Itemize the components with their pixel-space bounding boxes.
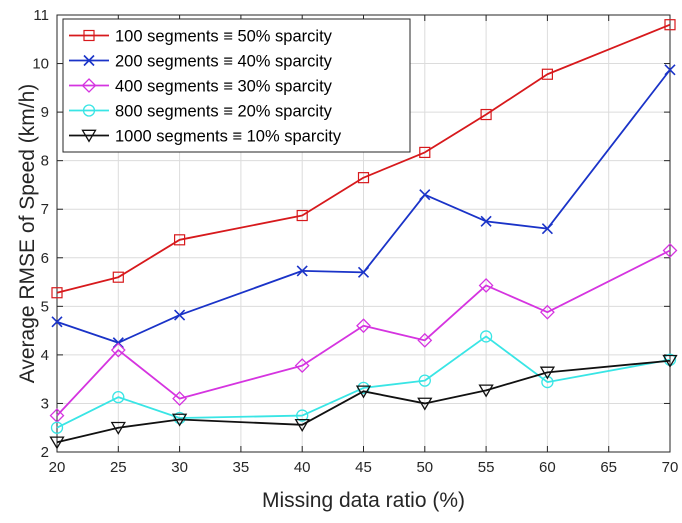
legend-marker <box>81 78 97 93</box>
data-point-marker <box>664 19 676 31</box>
data-point-marker <box>541 68 554 80</box>
legend-item: 1000 segments ≡ 10% sparcity <box>69 128 342 146</box>
data-point-marker <box>294 418 310 432</box>
data-point-marker <box>418 374 431 387</box>
data-point-marker <box>50 421 64 434</box>
series-1 <box>51 19 676 299</box>
y-tick-label: 6 <box>41 250 49 267</box>
legend-label: 400 segments ≡ 30% sparcity <box>115 78 333 96</box>
y-tick-label: 5 <box>41 298 49 315</box>
data-point-marker <box>296 209 308 222</box>
data-point-marker <box>173 411 186 425</box>
data-point-marker <box>172 391 188 407</box>
legend-item: 100 segments ≡ 50% sparcity <box>69 28 333 46</box>
x-tick-label: 25 <box>110 459 127 476</box>
y-tick-label: 11 <box>33 7 49 24</box>
x-tick-label: 65 <box>600 459 617 476</box>
data-point-marker <box>51 287 63 299</box>
x-tick-label: 50 <box>416 459 433 476</box>
data-point-marker <box>417 332 433 348</box>
y-tick-label: 9 <box>41 104 49 121</box>
data-point-marker <box>355 385 372 399</box>
data-point-marker <box>478 278 494 293</box>
legend-label: 800 segments ≡ 20% sparcity <box>115 103 333 121</box>
data-point-marker <box>110 421 126 435</box>
x-tick-label: 60 <box>539 459 556 476</box>
data-point-marker <box>663 353 677 366</box>
data-point-marker <box>662 243 678 258</box>
legend: 100 segments ≡ 50% sparcity 200 segments … <box>62 18 411 153</box>
series-3 <box>49 243 678 424</box>
series-line <box>56 335 671 429</box>
data-point-marker <box>49 436 65 450</box>
y-tick-label: 3 <box>41 395 49 412</box>
legend-marker <box>83 29 95 42</box>
series-line <box>56 359 671 444</box>
data-point-marker <box>539 366 556 380</box>
x-tick-label: 30 <box>171 459 188 476</box>
data-point-marker <box>174 234 186 246</box>
x-axis-label: Missing data ratio (%) <box>262 489 465 512</box>
data-point-marker <box>662 354 678 368</box>
data-point-marker <box>541 375 554 389</box>
data-point-marker <box>110 342 126 358</box>
data-point-marker <box>480 215 492 227</box>
data-point-marker <box>417 397 433 411</box>
legend-box <box>62 18 411 153</box>
legend-label: 100 segments ≡ 50% sparcity <box>115 28 333 46</box>
data-point-marker <box>296 265 308 277</box>
x-tick-label: 20 <box>49 459 66 476</box>
y-axis-label: Average RMSE of Speed (km/h) <box>16 84 39 384</box>
x-tick-label: 40 <box>294 459 311 476</box>
legend-item: 800 segments ≡ 20% sparcity <box>69 103 333 121</box>
data-point-marker <box>174 309 186 321</box>
y-tick-label: 2 <box>41 444 49 461</box>
legend-marker <box>83 54 95 67</box>
data-point-marker <box>112 390 125 404</box>
series-2 <box>51 64 676 349</box>
data-point-marker <box>51 316 63 328</box>
x-tick-label: 55 <box>478 459 495 476</box>
data-point-marker <box>112 271 124 283</box>
legend-label: 200 segments ≡ 40% sparcity <box>115 53 333 71</box>
data-point-marker <box>171 413 188 427</box>
y-tick-label: 7 <box>41 201 49 218</box>
series-4 <box>50 330 677 434</box>
data-point-marker <box>478 384 494 398</box>
y-tick-label: 8 <box>41 153 49 170</box>
series-5 <box>49 354 678 450</box>
x-tick-label: 70 <box>662 459 679 476</box>
series-line <box>56 249 671 417</box>
data-point-marker <box>294 358 310 373</box>
series-line <box>56 23 671 294</box>
legend-item: 200 segments ≡ 40% sparcity <box>69 53 333 71</box>
data-point-marker <box>356 318 371 334</box>
data-series <box>49 19 678 450</box>
legend-item: 400 segments ≡ 30% sparcity <box>69 78 333 96</box>
data-point-marker <box>480 108 492 121</box>
x-tick-label: 35 <box>233 459 250 476</box>
data-point-marker <box>664 64 676 76</box>
data-point-marker <box>296 409 309 422</box>
data-point-marker <box>357 172 370 184</box>
y-tick-label: 4 <box>41 347 49 364</box>
data-point-marker <box>419 189 431 201</box>
data-point-marker <box>357 266 370 278</box>
data-point-marker <box>539 304 555 320</box>
x-tick-label: 45 <box>355 459 372 476</box>
legend-label: 1000 segments ≡ 10% sparcity <box>115 128 342 146</box>
legend-marker <box>81 129 97 143</box>
data-point-marker <box>419 146 431 159</box>
legend-marker <box>82 104 96 117</box>
y-tick-label: 10 <box>32 56 49 73</box>
data-point-marker <box>541 223 553 235</box>
data-point-marker <box>479 330 493 343</box>
